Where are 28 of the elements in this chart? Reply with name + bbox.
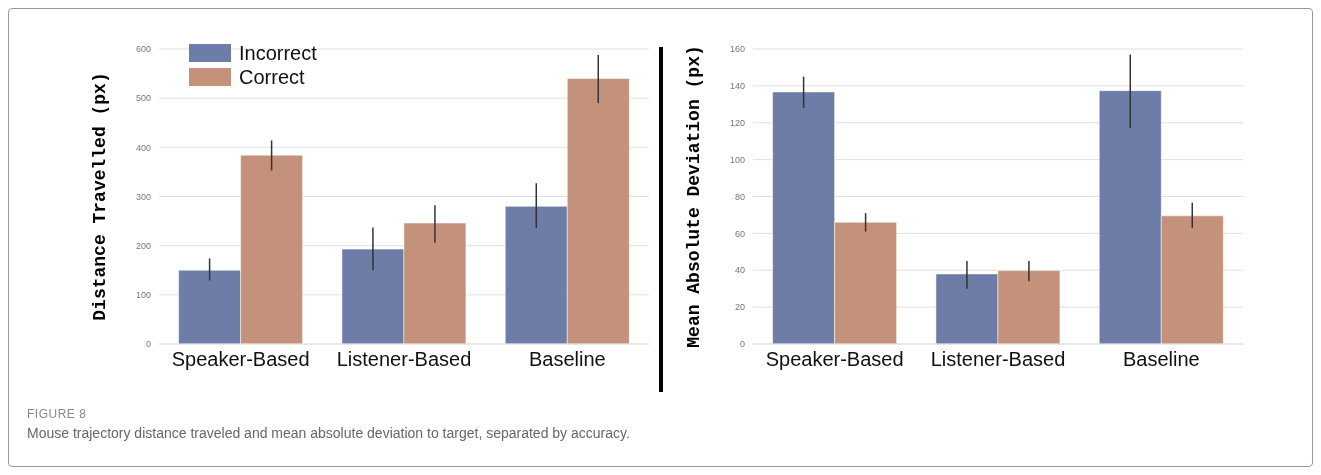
x-tick-label: Listener-Based (930, 348, 1066, 371)
legend-label: Incorrect (239, 41, 317, 65)
caption: FIGURE 8 (27, 407, 88, 421)
y-tick-label: 100 (729, 154, 745, 165)
y-tick-label: 80 (734, 191, 745, 202)
y-tick-label: 160 (729, 44, 745, 55)
y-tick-label: 140 (729, 81, 745, 92)
x-tick-label: Baseline (1122, 348, 1200, 371)
y-tick-label: 40 (734, 265, 745, 276)
y-tick-label: 200 (135, 240, 151, 251)
y-tick-label: 300 (135, 191, 151, 202)
y-axis-title: Mean Absolute Deviation (px) (684, 45, 705, 348)
y-tick-label: 0 (739, 339, 745, 350)
y-axis-title: Distance Travelled (px) (90, 72, 111, 321)
y-tick-label: 100 (135, 290, 151, 301)
y-tick-label: 0 (145, 339, 151, 350)
y-tick-label: 120 (729, 117, 745, 128)
y-tick-label: 400 (135, 142, 151, 153)
x-tick-label: Speaker-Based (765, 348, 904, 371)
y-tick-label: 60 (734, 228, 745, 239)
y-tick-label: 20 (734, 302, 745, 313)
legend-label: Correct (239, 65, 305, 89)
x-tick-label: Speaker-Based (171, 348, 310, 371)
y-tick-label: 500 (135, 93, 151, 104)
x-tick-label: Listener-Based (336, 348, 472, 371)
y-tick-label: 600 (135, 44, 151, 55)
x-tick-label: Baseline (528, 348, 606, 371)
text: Mouse trajectory distance traveled and mean absolute deviation to target, separated by accuracy. (27, 425, 630, 441)
